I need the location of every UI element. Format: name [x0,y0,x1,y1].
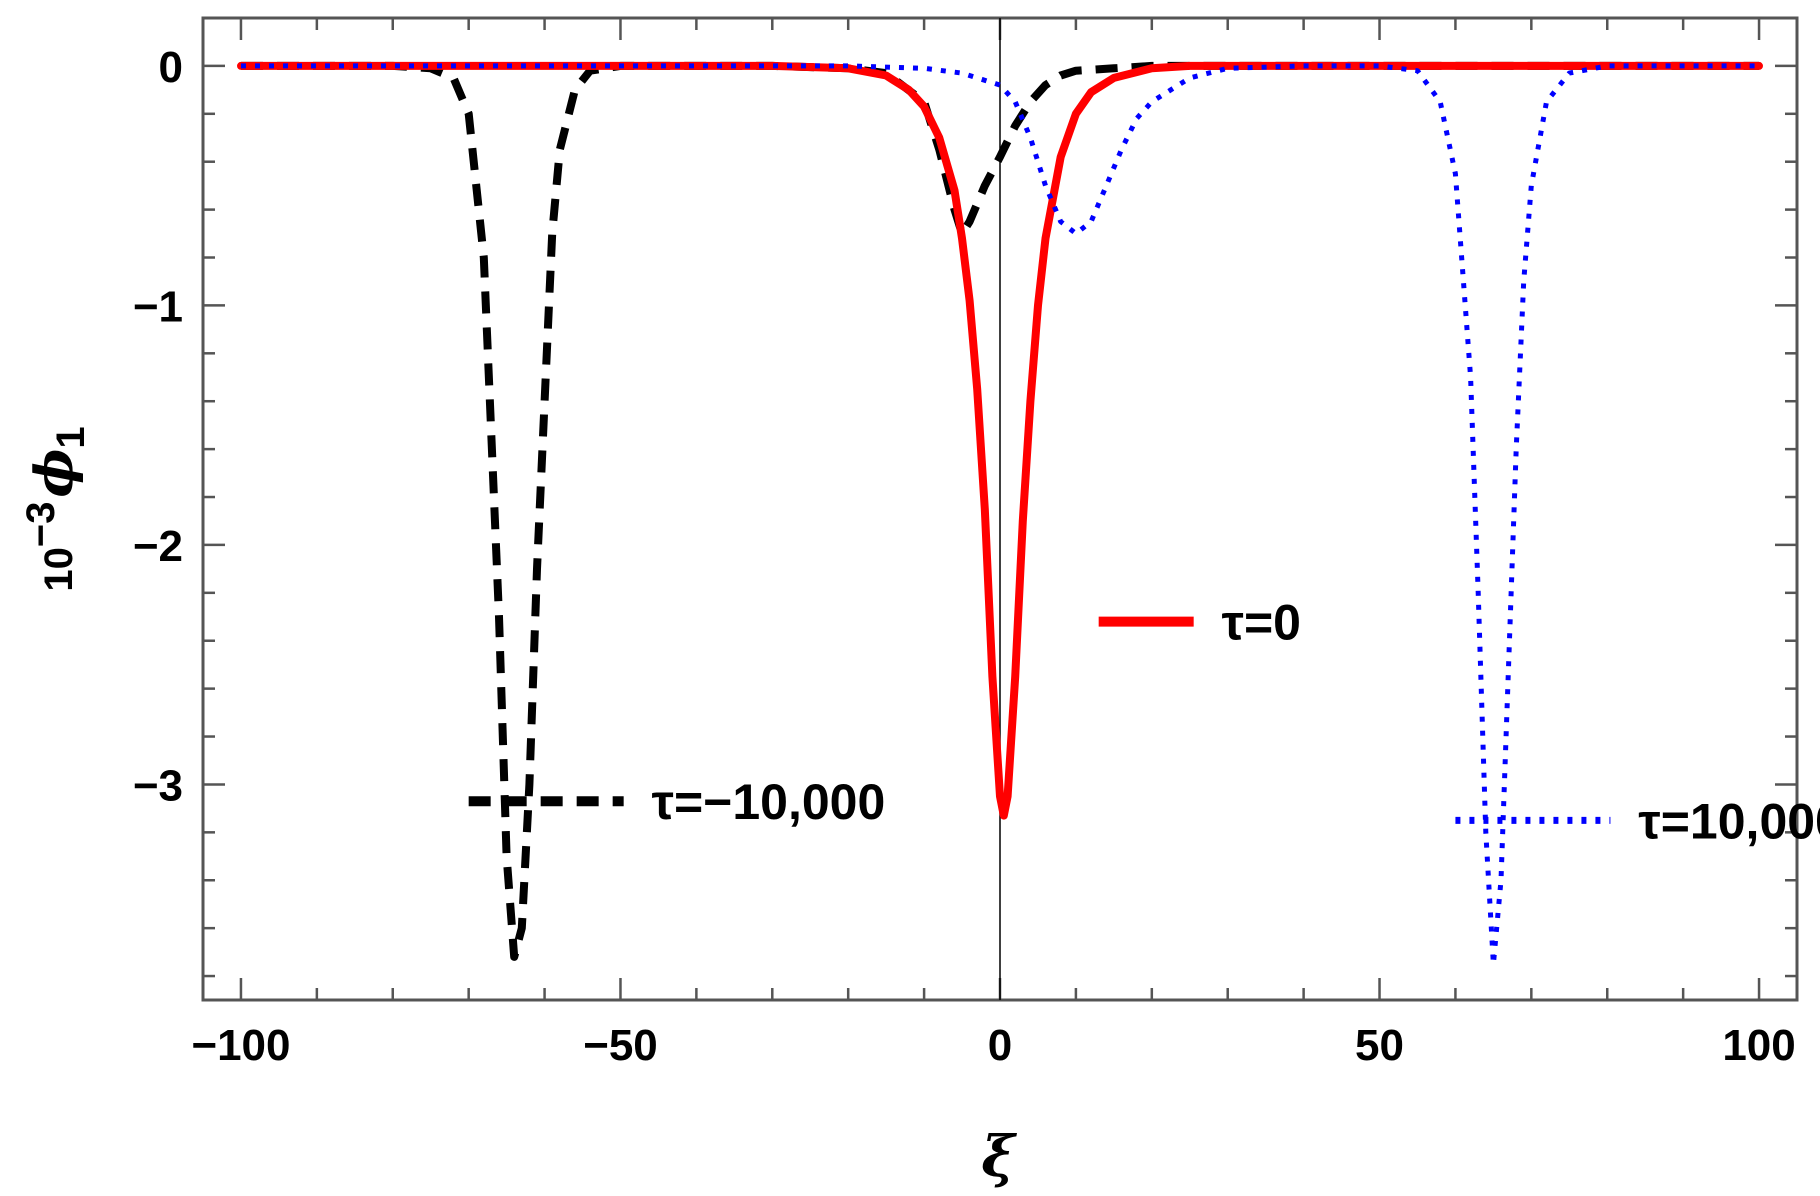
legend-label-2: τ=10,000 [1638,793,1820,849]
x-tick-label: 0 [988,1021,1012,1070]
legend-label-1: τ=0 [1222,595,1301,651]
legend-annotations: τ=−10,000 τ=0 τ=10,000 [468,595,1820,849]
y-axis-title: 10−3ϕ1 [19,426,93,591]
y-axis-title-exponent: −3 [19,502,63,548]
legend-label-0: τ=−10,000 [652,774,886,830]
y-axis-title-subscript: 1 [49,426,93,448]
y-tick-label: −3 [133,761,183,810]
series-layer [237,61,1763,967]
y-tick-label: 0 [159,43,183,92]
x-tick-label: −100 [191,1021,290,1070]
y-tick-label: −2 [133,522,183,571]
svg-text:10−3ϕ1: 10−3ϕ1 [19,426,93,591]
y-axis-title-prefix: 10 [37,547,81,592]
series-line-1 [237,61,1763,820]
x-tick-label: 50 [1355,1021,1404,1070]
x-tick-label: 100 [1722,1021,1795,1070]
y-tick-label: −1 [133,282,183,331]
series-line-2 [241,63,1759,967]
x-tick-label: −50 [583,1021,658,1070]
y-axis-title-symbol: ϕ [24,449,85,498]
x-axis-title: ξ [981,1124,1017,1190]
axis-ticks: −100 −50 0 50 100 0 −1 −2 −3 [133,16,1797,1070]
